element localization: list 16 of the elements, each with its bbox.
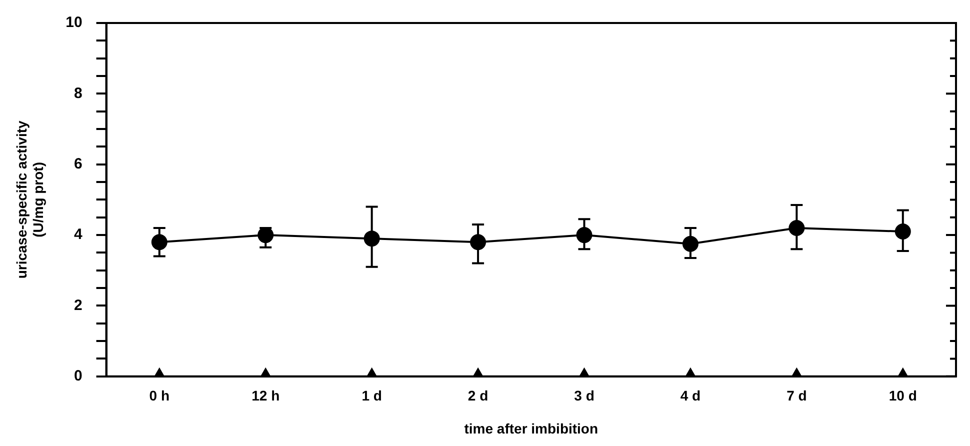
x-tick-label: 3 d	[574, 388, 594, 404]
y-tick-label: 2	[74, 296, 82, 314]
y-axis-title: uricase-specific activity (U/mg prot)	[13, 120, 46, 279]
y-tick-label: 0	[74, 368, 82, 385]
x-axis-title: time after imbibition	[464, 420, 598, 436]
x-tick-label: 10 d	[888, 388, 917, 404]
y-tick-label: 4	[74, 226, 83, 244]
x-tick-label: 1 d	[362, 388, 382, 404]
y-tick-label: 10	[66, 14, 82, 32]
x-tick-label: 12 h	[252, 388, 280, 404]
x-tick-label: 0 h	[149, 388, 170, 404]
x-tick-label: 2 d	[468, 388, 488, 404]
y-tick-label: 8	[74, 84, 82, 102]
x-tick-label: 7 d	[786, 388, 807, 404]
y-tick-label: 6	[74, 156, 82, 172]
x-tick-label: 4 d	[680, 388, 701, 404]
